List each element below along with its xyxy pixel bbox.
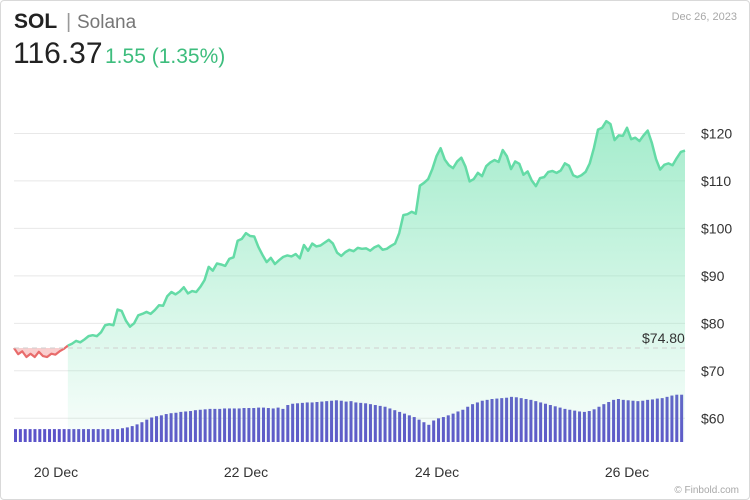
volume-bar <box>38 429 42 442</box>
asset-name: Solana <box>77 12 137 33</box>
reference-label: $74.80 <box>642 330 685 346</box>
y-tick-label: $110 <box>701 173 731 189</box>
price-change: 1.55 (1.35%) <box>105 45 226 68</box>
reference-line-group: $74.80 <box>14 330 685 349</box>
x-tick-label: 26 Dec <box>605 464 649 480</box>
volume-bar <box>57 429 61 442</box>
volume-bar <box>62 429 66 442</box>
volume-bar <box>52 429 56 442</box>
y-tick-label: $80 <box>701 315 725 331</box>
price-line-down <box>13 344 69 359</box>
volume-bar <box>33 429 37 442</box>
volume-bar <box>48 429 52 442</box>
volume-bar <box>28 429 32 442</box>
y-tick-label: $90 <box>701 268 725 284</box>
y-tick-label: $100 <box>701 220 732 236</box>
price-line <box>13 119 686 359</box>
x-tick-label: 20 Dec <box>34 464 78 480</box>
y-tick-label: $60 <box>701 410 725 426</box>
current-price: 116.37 <box>13 37 103 70</box>
y-axis: $60 $70 $80 $90 $100 $110 $120 <box>701 125 732 426</box>
volume-bar <box>14 429 18 442</box>
price-area <box>14 121 686 442</box>
volume-bar <box>23 429 27 442</box>
volume-bar <box>18 429 22 442</box>
y-tick-label: $120 <box>701 125 732 141</box>
x-axis: 20 Dec 22 Dec 24 Dec 26 Dec <box>34 464 649 480</box>
x-tick-label: 24 Dec <box>415 464 459 480</box>
y-tick-label: $70 <box>701 363 725 379</box>
ticker-symbol: SOL <box>14 10 58 33</box>
x-tick-label: 22 Dec <box>224 464 268 480</box>
header-separator: | <box>66 11 72 33</box>
chart-date: Dec 26, 2023 <box>671 11 737 23</box>
volume-bar <box>43 429 47 442</box>
price-line-up <box>67 119 686 347</box>
price-area-up <box>67 121 686 442</box>
source-credit: © Finbold.com <box>674 485 739 496</box>
